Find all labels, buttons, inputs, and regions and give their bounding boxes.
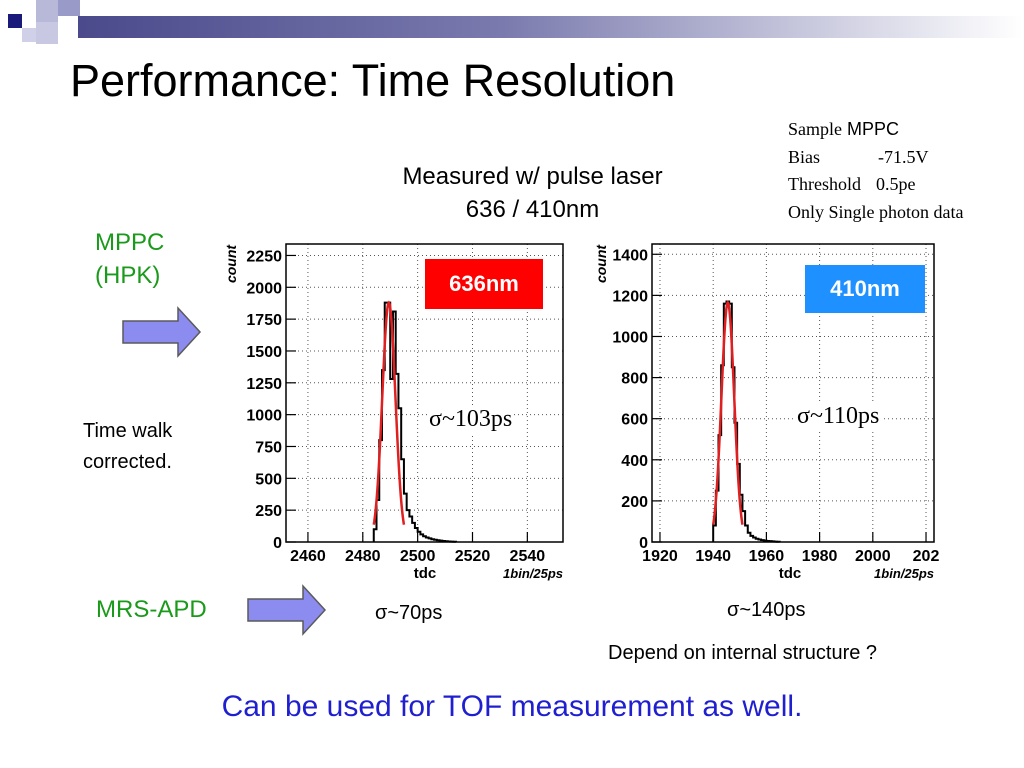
logo-square-light	[22, 28, 36, 42]
chart-636-y-tick-label: 2250	[246, 248, 282, 265]
chart-410-y-tick-label: 400	[621, 453, 648, 470]
chart-410-y-tick-label: 800	[621, 371, 648, 388]
measured-line-1: Measured w/ pulse laser	[402, 163, 663, 190]
chart-636-y-tick-label: 1500	[246, 344, 282, 361]
badge-636nm: 636nm	[425, 259, 543, 309]
chart-636-gaussian-fit	[372, 300, 406, 525]
mrs-apd-arrow-icon	[247, 584, 327, 636]
chart-410-x-tick-label: 2000	[855, 548, 891, 565]
single-photon-note: Only Single photon data	[788, 201, 964, 222]
chart-636-x-tick-label: 2500	[400, 548, 436, 565]
chart-410-y-tick-label: 1200	[612, 288, 648, 305]
bias-value: -71.5V	[878, 146, 929, 167]
mrs-apd-label: MRS-APD	[96, 596, 207, 623]
sigma-mppc-410: σ~110ps	[795, 403, 882, 430]
chart-410-y-tick-label: 1000	[612, 329, 648, 346]
title-bar	[78, 16, 1022, 38]
chart-636-x-axis-label: tdc	[414, 565, 437, 582]
chart-636-frame	[285, 243, 564, 543]
mppc-line-2: (HPK)	[95, 262, 161, 289]
sample-value: MPPC	[847, 119, 900, 139]
page-title: Performance: Time Resolution	[70, 55, 676, 106]
chart-636-y-tick-label: 1750	[246, 312, 282, 329]
chart-410-y-tick-label: 0	[639, 535, 648, 552]
chart-410-x-tick-label: 1980	[802, 548, 838, 565]
sigma-apd-636: σ~70ps	[375, 602, 443, 624]
chart-410-y-tick-label: 200	[621, 494, 648, 511]
chart-636-y-tick-label: 2000	[246, 280, 282, 297]
sample-info: Sample MPPC Bias -71.5V Threshold 0.5pe On…	[788, 116, 963, 226]
chart-636-y-axis-label: count	[223, 244, 239, 283]
chart-410-bin-label: 1bin/25ps	[874, 566, 934, 581]
chart-636-x-tick-label: 2540	[510, 548, 546, 565]
logo-square-mid	[58, 0, 80, 16]
bias-label: Bias	[788, 146, 821, 167]
time-walk-note: Time walk corrected.	[83, 416, 172, 478]
chart-410-y-tick-label: 1400	[612, 247, 648, 264]
chart-410-gaussian-fit	[711, 300, 744, 525]
histogram-636nm: 0 250 500 750 1000 1250 1500 1750 2000 2250 2460 24…	[223, 243, 564, 582]
measured-line-2: 636 / 410nm	[465, 196, 600, 223]
chart-636-y-tick-label: 1250	[246, 376, 282, 393]
threshold-value: 0.5pe	[876, 174, 916, 194]
chart-410-x-tick-label: 1940	[695, 548, 731, 565]
time-walk-line-1: Time walk	[83, 420, 173, 442]
sample-label: Sample	[788, 119, 842, 139]
chart-636-bin-label: 1bin/25ps	[503, 566, 563, 581]
chart-636-x-tick-label: 2520	[455, 548, 491, 565]
mppc-label: MPPC (HPK)	[95, 226, 164, 292]
mppc-line-1: MPPC	[95, 229, 165, 256]
chart-636-y-tick-label: 1000	[246, 408, 282, 425]
bias-row: Bias -71.5V	[788, 144, 963, 172]
sigma-apd-410: σ~140ps	[727, 599, 806, 621]
sample-row: Sample MPPC	[788, 116, 963, 144]
chart-410-y-tick-label: 600	[621, 412, 648, 429]
logo-square-dark	[8, 14, 22, 28]
chart-410-x-tick-label: 1920	[642, 548, 678, 565]
slide-logo	[0, 0, 80, 62]
chart-410-x-axis-label: tdc	[779, 565, 802, 582]
badge-410nm: 410nm	[805, 265, 925, 313]
chart-636-x-tick-label: 2460	[290, 548, 326, 565]
chart-410-x-tick-label: 202	[913, 548, 939, 565]
chart-636-y-tick-label: 250	[255, 503, 282, 520]
sigma-mppc-636: σ~103ps	[427, 406, 515, 433]
measurement-heading: Measured w/ pulse laser 636 / 410nm	[360, 160, 705, 226]
chart-410-frame	[651, 243, 935, 543]
chart-410-y-axis-label: count	[594, 244, 609, 283]
depend-note: Depend on internal structure ?	[608, 642, 878, 664]
chart-636-y-tick-label: 500	[255, 471, 282, 488]
chart-410-x-tick-label: 1960	[749, 548, 785, 565]
logo-square-light	[36, 22, 58, 44]
threshold-label: Threshold	[788, 174, 861, 194]
footer-note: Can be used for TOF measurement as well.	[221, 690, 803, 723]
threshold-row: Threshold 0.5pe	[788, 171, 963, 199]
chart-636-y-tick-label: 0	[273, 535, 282, 552]
logo-square-light	[36, 0, 58, 22]
chart-636-y-tick-label: 750	[255, 439, 282, 456]
time-walk-line-2: corrected.	[83, 451, 172, 473]
chart-636-x-tick-label: 2480	[345, 548, 381, 565]
mppc-arrow-icon	[122, 306, 202, 358]
